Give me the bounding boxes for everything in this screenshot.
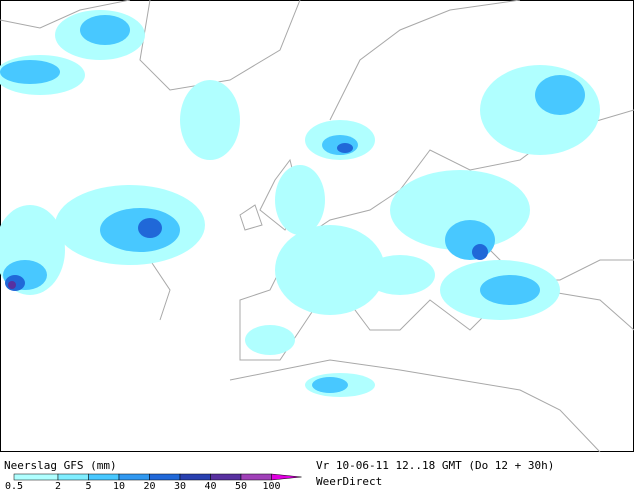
valid-time: Vr 10-06-11 12..18 GMT (Do 12 + 30h) bbox=[316, 459, 554, 472]
legend-label: 100 bbox=[262, 481, 280, 490]
color-step bbox=[13, 473, 59, 481]
color-bar: 0.5 2 5 10 20 30 40 50 100 bbox=[5, 473, 302, 490]
legend-label: 2 bbox=[55, 481, 61, 490]
color-step bbox=[240, 473, 272, 481]
legend-label: 10 bbox=[113, 481, 125, 490]
color-step bbox=[271, 473, 302, 481]
legend-title: Neerslag GFS (mm) bbox=[4, 459, 117, 472]
precipitation bbox=[0, 10, 600, 397]
legend-label: 30 bbox=[174, 481, 186, 490]
legend-label: 50 bbox=[235, 481, 247, 490]
legend: Neerslag GFS (mm) 0.5 2 5 10 20 30 40 50 100 bbox=[4, 459, 302, 490]
legend-label: 20 bbox=[143, 481, 155, 490]
color-step bbox=[210, 473, 242, 481]
legend-label: 0.5 bbox=[5, 481, 23, 490]
color-step bbox=[57, 473, 89, 481]
map bbox=[0, 0, 634, 453]
legend-label: 40 bbox=[204, 481, 216, 490]
legend-label: 5 bbox=[85, 481, 91, 490]
color-step bbox=[179, 473, 211, 481]
color-step bbox=[88, 473, 120, 481]
color-step bbox=[149, 473, 181, 481]
source: WeerDirect bbox=[316, 475, 382, 488]
color-step bbox=[118, 473, 150, 481]
